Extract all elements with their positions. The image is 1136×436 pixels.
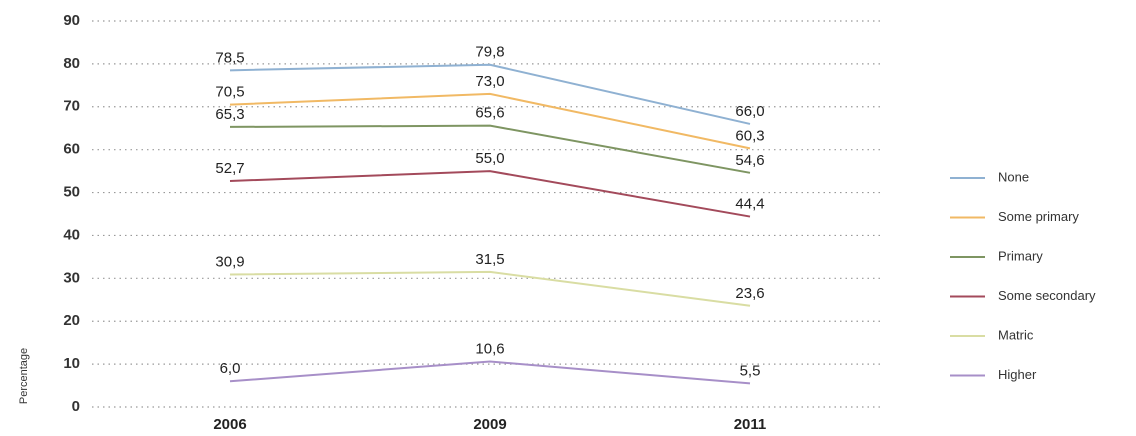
y-tick-label: 0 xyxy=(72,398,80,415)
data-label: 10,6 xyxy=(475,341,504,358)
legend-label: None xyxy=(998,169,1029,184)
x-tick-label: 2006 xyxy=(213,416,246,433)
legend-label: Primary xyxy=(998,248,1043,263)
data-label: 70,5 xyxy=(215,84,244,101)
series-line xyxy=(229,92,751,150)
data-label: 44,4 xyxy=(735,196,764,213)
data-label: 73,0 xyxy=(475,73,504,90)
data-label: 54,6 xyxy=(735,152,764,169)
y-tick-label: 40 xyxy=(63,226,80,243)
data-label: 60,3 xyxy=(735,127,764,144)
legend-label: Higher xyxy=(998,367,1037,382)
series-line xyxy=(229,270,751,307)
y-tick-label: 30 xyxy=(63,269,80,286)
data-label: 66,0 xyxy=(735,103,764,120)
data-label: 5,5 xyxy=(740,362,761,379)
y-tick-label: 20 xyxy=(63,312,80,329)
y-tick-label: 10 xyxy=(63,355,80,372)
y-tick-label: 80 xyxy=(63,55,80,72)
data-label: 65,3 xyxy=(215,106,244,123)
series-line xyxy=(229,360,751,385)
y-tick-label: 90 xyxy=(63,12,80,29)
data-label: 55,0 xyxy=(475,150,504,167)
y-tick-label: 70 xyxy=(63,98,80,115)
data-label: 6,0 xyxy=(220,360,241,377)
data-label: 30,9 xyxy=(215,253,244,270)
legend-label: Matric xyxy=(998,327,1034,342)
x-tick-label: 2009 xyxy=(473,416,506,433)
legend-label: Some primary xyxy=(998,209,1079,224)
series-line xyxy=(229,170,751,218)
y-tick-label: 60 xyxy=(63,141,80,158)
y-tick-label: 50 xyxy=(63,184,80,201)
x-tick-label: 2011 xyxy=(734,416,767,433)
data-label: 79,8 xyxy=(475,44,504,61)
data-label: 65,6 xyxy=(475,105,504,122)
y-axis-label: Percentage xyxy=(18,348,30,404)
data-label: 52,7 xyxy=(215,160,244,177)
data-label: 78,5 xyxy=(215,49,244,66)
legend-label: Some secondary xyxy=(998,288,1096,303)
series-line xyxy=(229,63,751,125)
data-label: 23,6 xyxy=(735,285,764,302)
series-line xyxy=(229,124,751,174)
data-label: 31,5 xyxy=(475,251,504,268)
